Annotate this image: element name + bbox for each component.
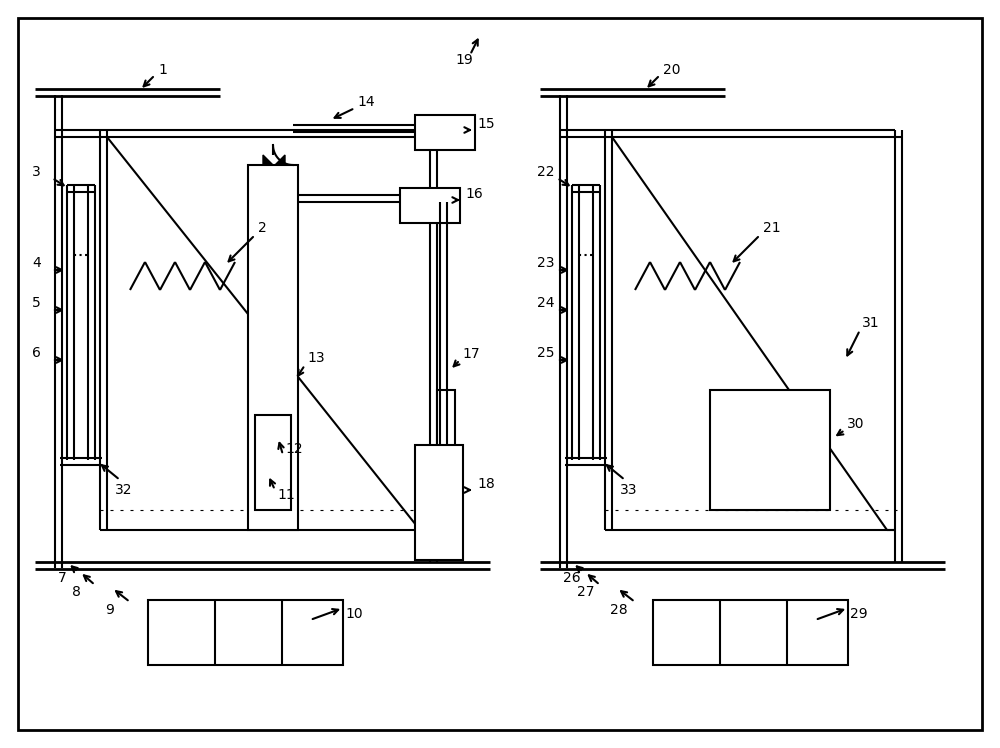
Text: 18: 18	[477, 477, 495, 491]
Text: 25: 25	[537, 346, 554, 360]
Text: 33: 33	[620, 483, 638, 497]
Text: 2: 2	[258, 221, 267, 235]
Text: 8: 8	[72, 585, 81, 599]
Text: 16: 16	[465, 187, 483, 201]
Text: 19: 19	[455, 53, 473, 67]
Text: 14: 14	[357, 95, 375, 109]
Text: 9: 9	[105, 603, 114, 617]
Bar	[148, 600, 343, 665]
Bar	[415, 445, 463, 560]
Text: 17: 17	[462, 347, 480, 361]
Text: 24: 24	[537, 296, 554, 310]
Polygon shape	[275, 155, 285, 165]
Bar	[437, 390, 455, 510]
Bar	[710, 390, 830, 510]
Text: 32: 32	[115, 483, 132, 497]
Text: 7: 7	[58, 571, 67, 585]
Text: 28: 28	[610, 603, 628, 617]
Text: 10: 10	[345, 607, 363, 621]
Text: 3: 3	[32, 165, 41, 179]
Bar	[653, 600, 848, 665]
Text: 6: 6	[32, 346, 41, 360]
Text: 29: 29	[850, 607, 868, 621]
Text: 1: 1	[158, 63, 167, 77]
Text: 20: 20	[663, 63, 680, 77]
Bar	[415, 115, 475, 150]
Bar	[248, 165, 298, 530]
Text: 5: 5	[32, 296, 41, 310]
Bar	[255, 415, 291, 510]
Text: 21: 21	[763, 221, 781, 235]
Text: 23: 23	[537, 256, 554, 270]
Text: 31: 31	[862, 316, 880, 330]
Text: 26: 26	[563, 571, 581, 585]
Bar	[400, 188, 460, 223]
Text: 13: 13	[307, 351, 325, 365]
Text: 12: 12	[285, 442, 303, 456]
Text: 27: 27	[577, 585, 594, 599]
Text: 11: 11	[277, 488, 295, 502]
Text: 22: 22	[537, 165, 554, 179]
Text: 4: 4	[32, 256, 41, 270]
Polygon shape	[263, 155, 273, 165]
Text: 15: 15	[477, 117, 495, 131]
Text: 30: 30	[847, 417, 864, 431]
